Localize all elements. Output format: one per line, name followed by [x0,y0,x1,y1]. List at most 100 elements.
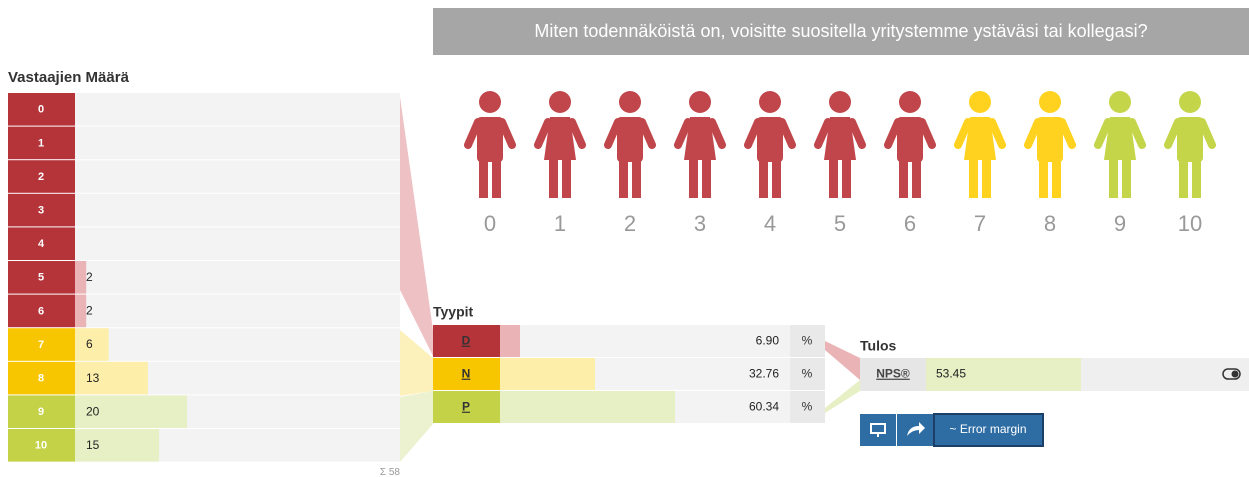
figure-head [1109,91,1131,113]
count-label: 6 [86,337,93,351]
question: Miten todennäköistä on, voisitte suosite… [534,21,1147,41]
types-title: Tyypit [433,304,474,320]
unit: % [802,367,813,381]
type-label: P [462,400,470,414]
figure [888,91,932,198]
type-bar [500,358,595,390]
dashboard: Miten todennäköistä on, voisitte suosite… [0,0,1249,477]
count-label: 20 [86,404,100,418]
flow-p [400,391,433,462]
figure-leg [772,158,781,198]
error-margin-label: ~ Error margin [949,422,1026,436]
scale-label: 10 [1178,211,1202,236]
figure-leg [1039,158,1048,198]
figure [1168,91,1212,198]
row-bg [75,160,400,193]
count-label: 2 [86,304,93,318]
figure-leg [702,158,711,198]
figure-leg [759,158,768,198]
scale-label: 9 [1114,211,1126,236]
flow-nps-p [825,380,860,413]
figure [468,91,512,198]
scale-label: 7 [974,211,986,236]
scale-label: 2 [624,211,636,236]
figure-leg [1179,158,1188,198]
figure-head [619,91,641,113]
result-title: Tulos [860,338,897,354]
unit: % [802,334,813,348]
figure-leg [689,158,698,198]
figure-leg [982,158,991,198]
figure-head [899,91,921,113]
figure-leg [969,158,978,198]
row-label: 0 [38,104,44,116]
figure-head [689,91,711,113]
count-label: 2 [86,270,93,284]
count-label: 13 [86,371,100,385]
scale-label: 0 [484,211,496,236]
flow-d [400,97,433,356]
scale-label: 4 [764,211,776,236]
figure [818,91,862,198]
figure-leg [562,158,571,198]
type-bar [500,391,675,423]
figure-leg [619,158,628,198]
screen-button[interactable] [860,414,896,446]
row-label: 4 [38,238,45,250]
row-label: 8 [38,373,44,385]
count-bar [75,261,86,294]
figure-leg [549,158,558,198]
figure [608,91,652,198]
count-label: 15 [86,438,100,452]
row-bg [75,194,400,227]
figure-head [549,91,571,113]
row-bg [75,93,400,126]
flow-nps [825,341,860,380]
figure [678,91,722,198]
figure-leg [632,158,641,198]
figure-leg [1122,158,1131,198]
row-bg [75,227,400,260]
figure-head [1039,91,1061,113]
figure [1028,91,1072,198]
figure-leg [1109,158,1118,198]
type-value: 60.34 [749,400,779,414]
figure-leg [912,158,921,198]
sum: Σ 58 [380,467,401,477]
figure [1098,91,1142,198]
type-bg [500,325,790,357]
nps-label: NPS® [876,367,910,381]
scale-label: 1 [554,211,566,236]
figure [748,91,792,198]
row-label: 1 [38,137,44,149]
type-label: D [462,334,471,348]
figure-leg [829,158,838,198]
row-label: 7 [38,339,44,351]
type-bar [500,325,520,357]
row-bg [75,295,400,328]
figure-head [969,91,991,113]
row-label: 9 [38,406,44,418]
row-bg [75,328,400,361]
row-bg [75,127,400,160]
row-label: 6 [38,305,44,317]
figure-head [829,91,851,113]
row-label: 3 [38,205,44,217]
nps-value: 53.45 [936,367,966,381]
type-value: 32.76 [749,367,779,381]
figure-leg [492,158,501,198]
row-label: 2 [38,171,44,183]
scale-label: 5 [834,211,846,236]
unit: % [802,400,813,414]
row-label: 10 [35,440,47,452]
figure-leg [479,158,488,198]
row-label: 5 [38,272,44,284]
figure [538,91,582,198]
type-value: 6.90 [756,334,780,348]
scale-label: 3 [694,211,706,236]
sum-symbol: Σ [380,467,386,477]
figure-leg [899,158,908,198]
count-bar [75,295,86,328]
figure-leg [1052,158,1061,198]
figure-leg [1192,158,1201,198]
